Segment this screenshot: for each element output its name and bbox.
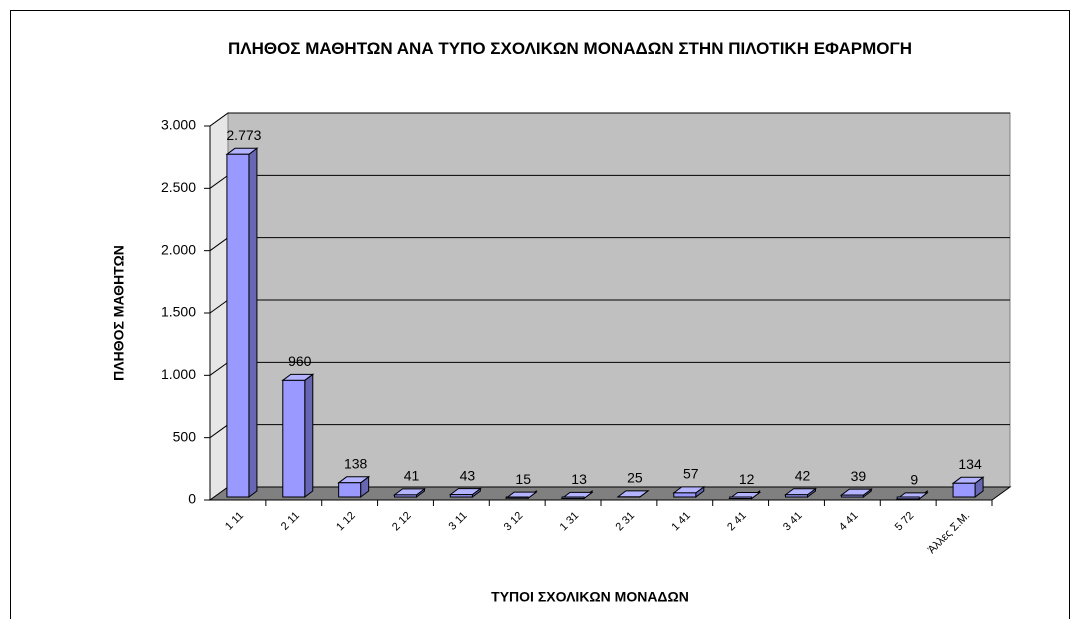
bar-face	[304, 373, 314, 498]
y-tick-label: 2.000	[161, 241, 196, 257]
value-label: 42	[795, 467, 811, 483]
bar	[504, 490, 538, 500]
bar	[839, 488, 873, 498]
bar	[951, 476, 985, 498]
value-label: 134	[958, 456, 982, 472]
bar	[225, 147, 259, 499]
chart-title: ΠΛΗΘΟΣ ΜΑΘΗΤΩΝ ΑΝΑ ΤΥΠΟ ΣΧΟΛΙΚΩΝ ΜΟΝΑΔΩΝ…	[227, 39, 913, 58]
y-tick-label: 3.000	[161, 117, 196, 133]
value-label: 39	[851, 468, 867, 484]
value-label: 960	[288, 353, 312, 369]
bar	[728, 490, 762, 500]
bar-face	[561, 496, 585, 499]
bar-face	[840, 494, 864, 498]
x-tick-label: 3 12	[502, 510, 526, 534]
bar-face	[785, 494, 808, 498]
bar-face	[226, 153, 250, 498]
value-label: 2.773	[226, 127, 261, 143]
bar	[784, 487, 817, 498]
bar-face	[952, 482, 976, 498]
x-tick-label: 1 31	[558, 510, 582, 534]
y-tick-label: 0	[188, 491, 196, 507]
x-tick-label: 1 12	[334, 510, 358, 534]
bar	[672, 485, 706, 498]
x-tick-label: 1 41	[669, 510, 693, 534]
x-tick-label: 1 11	[223, 510, 246, 533]
value-label: 15	[515, 471, 531, 487]
value-label: 9	[910, 472, 918, 488]
x-tick-label: 3 41	[781, 510, 805, 534]
x-tick-label: 2 41	[725, 510, 749, 534]
bar-face	[729, 496, 753, 500]
chart-frame	[10, 10, 1070, 619]
y-tick-label: 500	[173, 428, 197, 444]
value-label: 13	[571, 471, 587, 487]
bar-face	[248, 147, 258, 499]
bar	[281, 373, 315, 498]
bar-face	[338, 482, 362, 498]
y-tick-label: 2.500	[161, 179, 196, 195]
bar-face	[673, 492, 697, 498]
bar	[895, 490, 929, 500]
x-tick-label: Άλλες Σ.Μ.	[926, 510, 972, 556]
bar-face	[449, 494, 473, 498]
y-tick-label: 1.000	[161, 366, 196, 382]
value-label: 41	[404, 468, 420, 484]
x-tick-label: 5 72	[893, 510, 917, 534]
bar-face	[282, 379, 306, 498]
bar	[448, 487, 482, 498]
bar	[616, 489, 650, 498]
grid-line	[209, 112, 1010, 127]
value-label: 12	[739, 471, 755, 487]
bar-face	[896, 496, 920, 500]
x-tick-label: 4 41	[837, 510, 861, 534]
bar-face	[505, 496, 529, 499]
x-tick-label: 2 31	[613, 510, 637, 534]
value-label: 138	[344, 455, 368, 471]
y-tick-label: 1.500	[161, 304, 196, 320]
y-axis-label: ΠΛΗΘΟΣ ΜΑΘΗΤΩΝ	[111, 245, 127, 381]
x-axis-label: ΤΥΠΟΙ ΣΧΟΛΙΚΩΝ ΜΟΝΑΔΩΝ	[491, 589, 689, 605]
bar-face	[394, 494, 417, 498]
x-tick-label: 2 11	[279, 510, 302, 533]
value-label: 57	[683, 466, 699, 482]
x-tick-label: 3 11	[446, 510, 469, 533]
bar	[337, 475, 371, 498]
value-label: 25	[627, 470, 643, 486]
bar	[393, 487, 426, 498]
value-label: 43	[460, 467, 476, 483]
floor	[208, 486, 1012, 501]
x-tick-label: 2 12	[390, 510, 414, 534]
bar	[560, 490, 594, 500]
